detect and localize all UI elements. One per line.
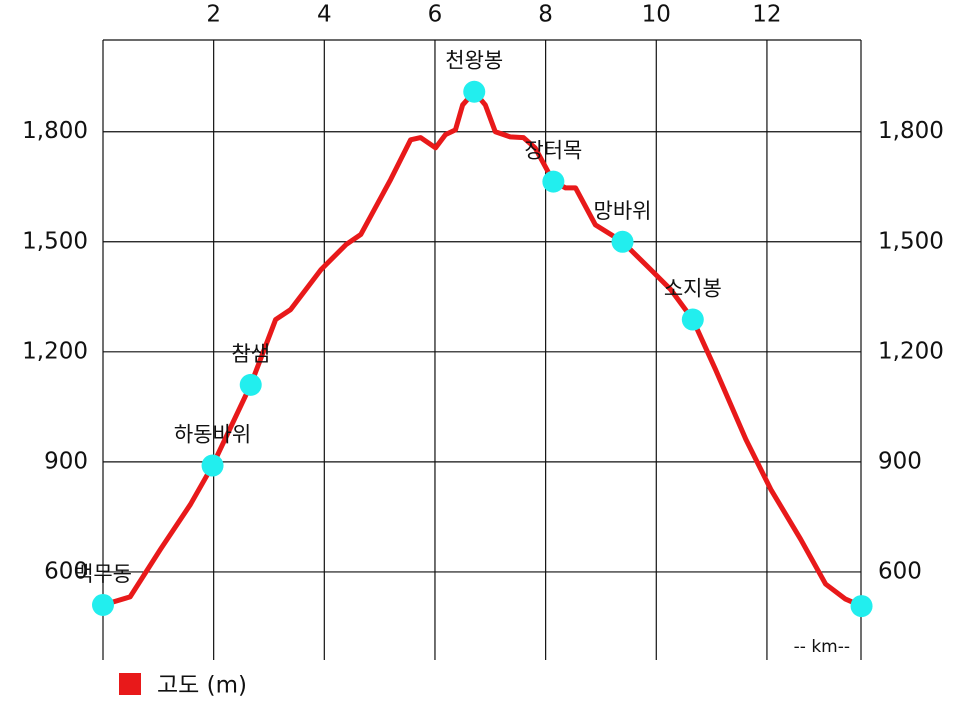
elevation-line (102, 89, 863, 609)
legend-label: 고도 (m) (157, 673, 247, 699)
waypoint-label: 백무동 (74, 562, 132, 586)
x-tick-label: 6 (428, 2, 443, 28)
x-axis-label: -- km-- (794, 637, 850, 657)
y-tick-label: 900 (44, 448, 88, 474)
waypoint-label: 천왕봉 (445, 49, 503, 73)
y-tick-label: 1,800 (22, 118, 88, 144)
waypoint (201, 454, 224, 477)
y-tick-label-right: 1,500 (878, 228, 944, 254)
waypoint (850, 595, 873, 618)
waypoint (681, 308, 704, 331)
x-tick-label: 2 (206, 2, 221, 28)
waypoint (239, 373, 262, 396)
legend-swatch (119, 673, 141, 695)
waypoint (542, 170, 565, 193)
waypoint (611, 230, 634, 253)
x-tick-label: 10 (642, 2, 671, 28)
y-tick-label: 1,500 (22, 228, 88, 254)
waypoint-label: 장터목 (524, 139, 582, 163)
waypoint-label: 망바위 (594, 199, 652, 223)
y-tick-label: 600 (44, 558, 88, 584)
y-tick-label-right: 1,200 (878, 338, 944, 364)
x-tick-label: 12 (752, 2, 781, 28)
y-tick-label-right: 600 (878, 558, 922, 584)
waypoint (92, 593, 114, 616)
y-tick-label-right: 900 (878, 448, 922, 474)
waypoint (463, 80, 486, 103)
waypoint-label: 하동바위 (174, 423, 251, 447)
waypoint-label: 참샘 (231, 342, 270, 366)
waypoint-label: 소지봉 (664, 277, 722, 301)
y-tick-label-right: 1,800 (878, 118, 944, 144)
y-tick-label: 1,200 (22, 338, 88, 364)
x-tick-label: 8 (538, 2, 553, 28)
x-tick-label: 4 (317, 2, 332, 28)
